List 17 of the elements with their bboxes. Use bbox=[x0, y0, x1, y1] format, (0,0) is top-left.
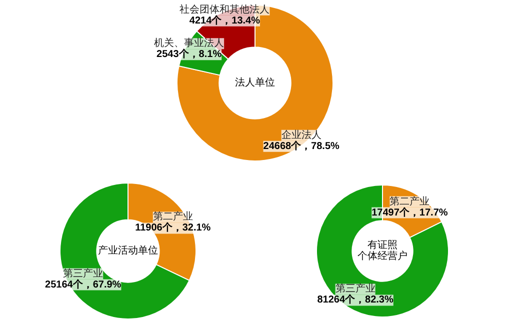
data-label: 11906个，32.1% bbox=[135, 222, 211, 234]
slice-label: 企业法人 bbox=[281, 128, 322, 141]
data-label: 24668个，78.5% bbox=[263, 140, 340, 152]
text: 有证照个体经营户 bbox=[358, 238, 408, 262]
text: 产业活动单位 bbox=[98, 244, 158, 256]
slice-label: 第二产业 bbox=[152, 210, 193, 223]
data-label: 25164个，67.9% bbox=[45, 278, 122, 290]
slice-label: 社会团体和其他法人 bbox=[180, 3, 270, 16]
data-label: 2543个，8.1% bbox=[156, 48, 222, 60]
data-label: 17497个，17.7% bbox=[372, 206, 448, 218]
data-label: 81264个，82.3% bbox=[317, 294, 394, 306]
text: 法人单位 bbox=[235, 76, 275, 88]
slice-label: 第三产业 bbox=[63, 267, 104, 280]
data-label: 4214个，13.4% bbox=[189, 14, 260, 26]
slice-label: 第三产业 bbox=[335, 282, 376, 295]
slice-label: 机关、事业法人 bbox=[154, 37, 224, 50]
slice-label: 第二产业 bbox=[390, 195, 430, 208]
